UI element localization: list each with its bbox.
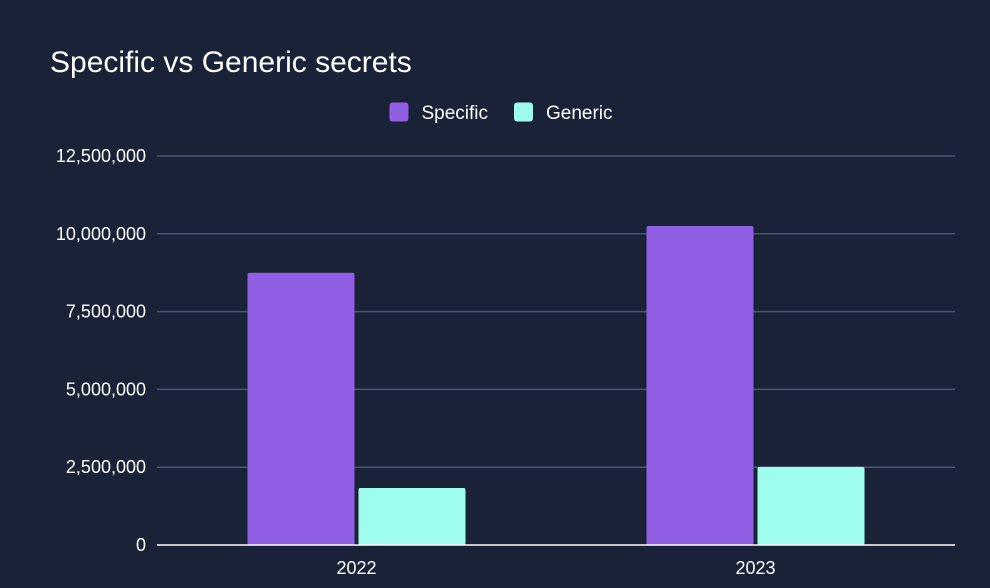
y-tick-label: 12,500,000 — [56, 146, 146, 166]
x-tick-label: 2022 — [336, 558, 376, 578]
y-tick-label: 7,500,000 — [66, 302, 146, 322]
x-tick-label: 2023 — [735, 558, 775, 578]
bar-specific-2022 — [247, 272, 355, 545]
bar-generic-2022 — [358, 488, 466, 545]
legend-label-generic: Generic — [546, 103, 613, 124]
bar-specific-2023 — [646, 226, 754, 545]
x-axis-tick-labels: 2022 2023 — [336, 558, 775, 578]
chart-title: Specific vs Generic secrets — [50, 46, 412, 79]
y-axis-tick-labels: 0 2,500,000 5,000,000 7,500,000 10,000,000 12… — [56, 146, 146, 555]
y-tick-label: 10,000,000 — [56, 224, 146, 244]
bar-generic-2023 — [757, 466, 865, 545]
y-tick-label: 5,000,000 — [66, 379, 146, 399]
legend-label-specific: Specific — [421, 103, 488, 124]
bars — [247, 226, 865, 545]
y-tick-label: 0 — [136, 535, 146, 555]
legend-swatch-generic — [514, 102, 533, 122]
legend: Specific Generic — [389, 102, 613, 124]
legend-swatch-specific — [389, 102, 409, 122]
y-tick-label: 2,500,000 — [66, 457, 146, 477]
